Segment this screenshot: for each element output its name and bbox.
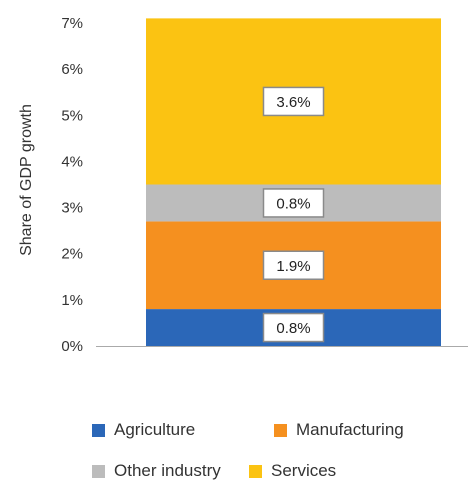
- data-label-manufacturing: 1.9%: [276, 258, 310, 275]
- data-label-services: 3.6%: [276, 94, 310, 111]
- y-tick-label: 7%: [61, 15, 83, 32]
- legend-swatch-agriculture: [92, 423, 105, 437]
- y-tick-label: 5%: [61, 107, 83, 124]
- y-tick-label: 6%: [61, 61, 83, 78]
- bar-segments: [146, 18, 441, 346]
- data-label-agriculture: 0.8%: [276, 320, 310, 337]
- legend-item-agriculture: Agriculture: [92, 420, 195, 440]
- y-axis-label: Share of GDP growth: [18, 104, 35, 256]
- legend-label-agriculture: Agriculture: [114, 420, 196, 439]
- legend-swatch-other-industry: [92, 464, 105, 478]
- y-axis-ticks: 0% 1% 2% 3% 4% 5% 6% 7%: [61, 15, 83, 355]
- data-labels: 0.8% 1.9% 0.8% 3.6%: [262, 86, 325, 343]
- legend-swatch-services: [249, 464, 262, 478]
- data-label-box-manufacturing: [262, 250, 325, 280]
- data-label-box-services: [262, 86, 325, 117]
- legend-item-other-industry: Other industry: [92, 461, 268, 481]
- legend-item-manufacturing: Manufacturing: [274, 420, 404, 440]
- data-label-other-industry: 0.8%: [276, 195, 310, 212]
- legend-item-services: Services: [249, 461, 336, 481]
- data-label-box-other-industry: [262, 188, 325, 218]
- y-tick-label: 2%: [61, 246, 83, 263]
- legend-label-other-industry: Other industry: [114, 461, 221, 480]
- y-tick-label: 0%: [61, 338, 83, 355]
- legend-swatch-manufacturing: [274, 423, 287, 437]
- legend-label-manufacturing: Manufacturing: [296, 420, 404, 439]
- y-tick-label: 3%: [61, 200, 83, 217]
- legend-label-services: Services: [271, 461, 337, 480]
- data-label-box-agriculture: [262, 312, 325, 343]
- y-tick-label: 1%: [61, 292, 83, 309]
- y-tick-label: 4%: [61, 153, 83, 170]
